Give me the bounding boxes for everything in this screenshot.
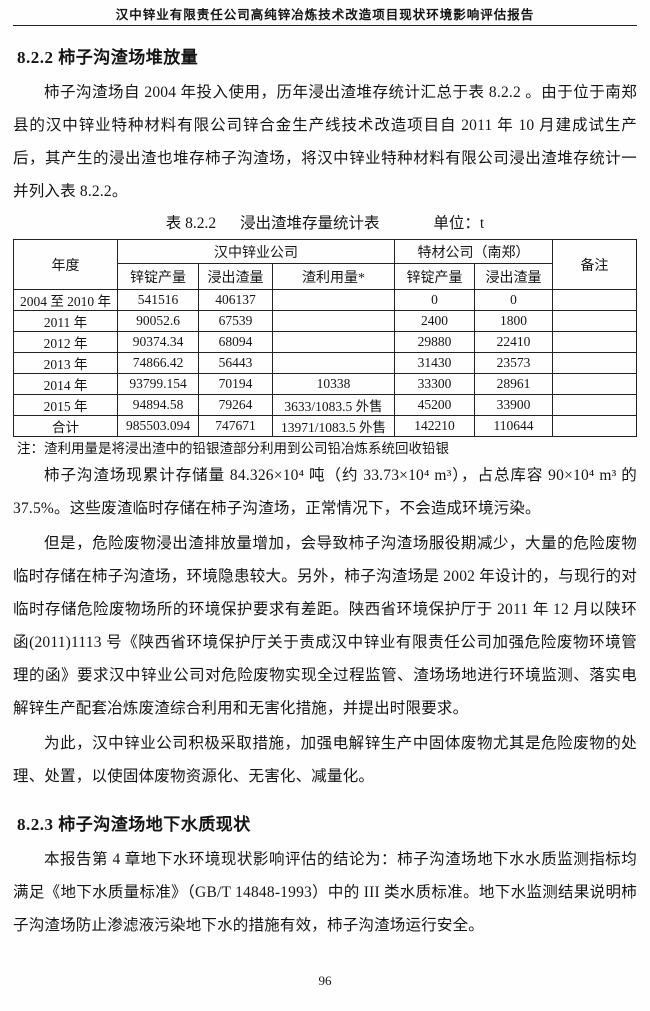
cell-tc-slag: 23573	[474, 352, 554, 374]
cell-tc-zinc: 2400	[394, 310, 476, 332]
leach-residue-table: 年度 汉中锌业公司 特材公司（南郑） 备注 锌锭产量 浸出渣量 渣利用量* 锌锭…	[13, 239, 637, 437]
cell-tc-zinc: 29880	[394, 331, 476, 353]
table-footnote: 注：渣利用量是将浸出渣中的铅银渣部分利用到公司铅冶炼系统回收铅银	[17, 441, 449, 456]
cell-hz-slag: 79264	[198, 394, 273, 416]
table-caption-title: 浸出渣堆存量统计表	[240, 215, 380, 232]
cell-tc-slag: 28961	[474, 373, 554, 395]
table-header-sub-row: 锌锭产量 浸出渣量 渣利用量* 锌锭产量 浸出渣量	[14, 263, 637, 290]
col-header-hanzhong-group: 汉中锌业公司	[116, 239, 396, 264]
table-row: 2012 年 90374.34 68094 29880 22410	[13, 331, 637, 353]
section-heading-823: 8.2.3 柿子沟渣场地下水质现状	[17, 815, 251, 834]
paragraph-822-2: 柿子沟渣场现累计存储量 84.326×10⁴ 吨（约 33.73×10⁴ m³）…	[13, 467, 637, 517]
table-caption: 表 8.2.2 浸出渣堆存量统计表 单位：t	[13, 212, 637, 236]
table-row-total: 合计 985503.094 747671 13971/1083.5 外售 142…	[13, 415, 637, 437]
col-header-year: 年度	[13, 239, 118, 290]
cell-hz-zinc: 93799.154	[117, 373, 199, 395]
cell-year: 合计	[13, 415, 118, 437]
table-row: 2015 年 94894.58 79264 3633/1083.5 外售 452…	[13, 394, 637, 416]
table-caption-unit: 单位：t	[433, 215, 485, 232]
cell-tc-slag: 33900	[474, 394, 554, 416]
running-header: 汉中锌业有限责任公司高纯锌冶炼技术改造项目现状环境影响评估报告	[13, 0, 637, 26]
table-row: 2014 年 93799.154 70194 10338 33300 28961	[13, 373, 637, 395]
cell-remark	[552, 310, 637, 332]
cell-tc-slag: 22410	[474, 331, 554, 353]
cell-hz-zinc: 985503.094	[117, 415, 199, 437]
col-header-hz-zinc-output: 锌锭产量	[117, 263, 199, 290]
cell-tc-slag: 110644	[474, 415, 554, 437]
cell-remark	[552, 415, 637, 437]
cell-tc-zinc: 33300	[394, 373, 476, 395]
cell-hz-zinc: 90052.6	[117, 310, 199, 332]
cell-year: 2015 年	[13, 394, 118, 416]
cell-hz-slag: 406137	[198, 289, 273, 311]
cell-remark	[552, 331, 637, 353]
paragraph-822-4: 为此，汉中锌业公司积极采取措施，加强电解锌生产中固体废物尤其是危险废物的处理、处…	[13, 735, 637, 785]
col-header-tc-zinc-output: 锌锭产量	[394, 263, 476, 290]
cell-hz-zinc: 90374.34	[117, 331, 199, 353]
cell-remark	[552, 373, 637, 395]
cell-hz-use: 13971/1083.5 外售	[271, 415, 396, 437]
cell-year: 2014 年	[13, 373, 118, 395]
cell-remark	[552, 394, 637, 416]
cell-hz-use	[271, 289, 396, 311]
table-row: 2013 年 74866.42 56443 31430 23573	[13, 352, 637, 374]
page-number: 96	[318, 973, 332, 988]
table-caption-label: 表 8.2.2	[165, 215, 217, 232]
table-header-group-row: 年度 汉中锌业公司 特材公司（南郑） 备注	[13, 239, 637, 290]
col-header-hz-leach-residue: 浸出渣量	[198, 263, 273, 290]
cell-hz-zinc: 74866.42	[117, 352, 199, 374]
cell-hz-slag: 747671	[198, 415, 273, 437]
col-header-tc-leach-residue: 浸出渣量	[474, 263, 554, 290]
col-header-tecai-group: 特材公司（南郑）	[394, 239, 554, 264]
cell-tc-slag: 0	[474, 289, 554, 311]
cell-hz-use	[271, 310, 396, 332]
cell-tc-zinc: 45200	[394, 394, 476, 416]
col-header-remark: 备注	[552, 239, 637, 290]
cell-hz-slag: 67539	[198, 310, 273, 332]
cell-hz-use	[271, 331, 396, 353]
cell-year: 2011 年	[13, 310, 118, 332]
cell-hz-zinc: 94894.58	[117, 394, 199, 416]
cell-hz-slag: 56443	[198, 352, 273, 374]
paragraph-822-1: 柿子沟渣场自 2004 年投入使用，历年浸出渣堆存统计汇总于表 8.2.2 。由…	[13, 84, 637, 200]
cell-hz-slag: 70194	[198, 373, 273, 395]
paragraph-823-1: 本报告第 4 章地下水环境现状影响评估的结论为：柿子沟渣场地下水水质监测指标均满…	[13, 851, 637, 934]
cell-hz-slag: 68094	[198, 331, 273, 353]
cell-remark	[552, 352, 637, 374]
cell-tc-zinc: 0	[394, 289, 476, 311]
cell-year: 2004 至 2010 年	[13, 289, 118, 311]
table-row: 2004 至 2010 年 541516 406137 0 0	[13, 289, 637, 311]
cell-hz-use: 3633/1083.5 外售	[271, 394, 396, 416]
table-row: 2011 年 90052.6 67539 2400 1800	[13, 310, 637, 332]
cell-remark	[552, 289, 637, 311]
col-header-hz-residue-utilized: 渣利用量*	[271, 263, 396, 290]
running-header-title: 汉中锌业有限责任公司高纯锌冶炼技术改造项目现状环境影响评估报告	[115, 8, 535, 22]
cell-tc-slag: 1800	[474, 310, 554, 332]
cell-tc-zinc: 31430	[394, 352, 476, 374]
paragraph-822-3: 但是，危险废物浸出渣排放量增加，会导致柿子沟渣场服役期减少，大量的危险废物临时存…	[13, 535, 637, 717]
cell-hz-use: 10338	[271, 373, 396, 395]
cell-hz-use	[271, 352, 396, 374]
cell-hz-zinc: 541516	[117, 289, 199, 311]
cell-year: 2013 年	[13, 352, 118, 374]
cell-tc-zinc: 142210	[394, 415, 476, 437]
cell-year: 2012 年	[13, 331, 118, 353]
section-heading-822: 8.2.2 柿子沟渣场堆放量	[17, 48, 199, 67]
